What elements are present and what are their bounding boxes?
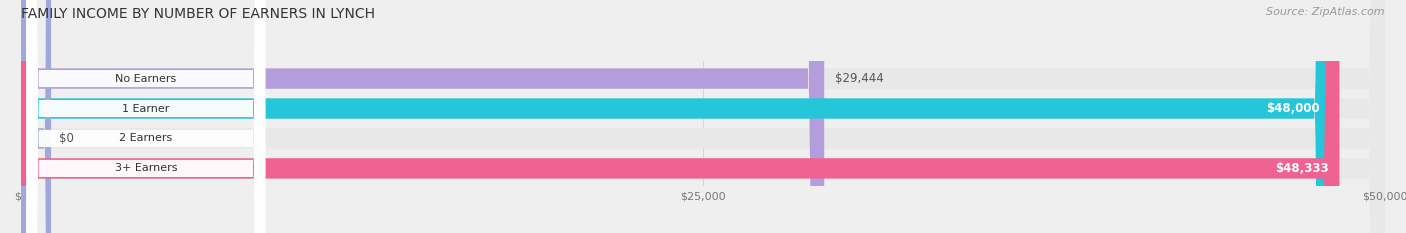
FancyBboxPatch shape [27, 0, 266, 233]
FancyBboxPatch shape [21, 0, 1385, 233]
FancyBboxPatch shape [21, 0, 824, 233]
Text: 2 Earners: 2 Earners [120, 134, 173, 144]
Text: 3+ Earners: 3+ Earners [115, 163, 177, 173]
FancyBboxPatch shape [27, 0, 266, 233]
Text: $48,333: $48,333 [1275, 162, 1329, 175]
Text: $29,444: $29,444 [835, 72, 884, 85]
FancyBboxPatch shape [21, 0, 51, 233]
Text: FAMILY INCOME BY NUMBER OF EARNERS IN LYNCH: FAMILY INCOME BY NUMBER OF EARNERS IN LY… [21, 7, 375, 21]
Text: 1 Earner: 1 Earner [122, 103, 170, 113]
FancyBboxPatch shape [27, 0, 266, 233]
FancyBboxPatch shape [21, 0, 1385, 233]
Text: Source: ZipAtlas.com: Source: ZipAtlas.com [1267, 7, 1385, 17]
Text: No Earners: No Earners [115, 74, 177, 84]
FancyBboxPatch shape [27, 0, 266, 233]
FancyBboxPatch shape [21, 0, 1330, 233]
FancyBboxPatch shape [21, 0, 1385, 233]
Text: $0: $0 [59, 132, 75, 145]
Text: $48,000: $48,000 [1265, 102, 1319, 115]
FancyBboxPatch shape [21, 0, 1340, 233]
FancyBboxPatch shape [21, 0, 1385, 233]
